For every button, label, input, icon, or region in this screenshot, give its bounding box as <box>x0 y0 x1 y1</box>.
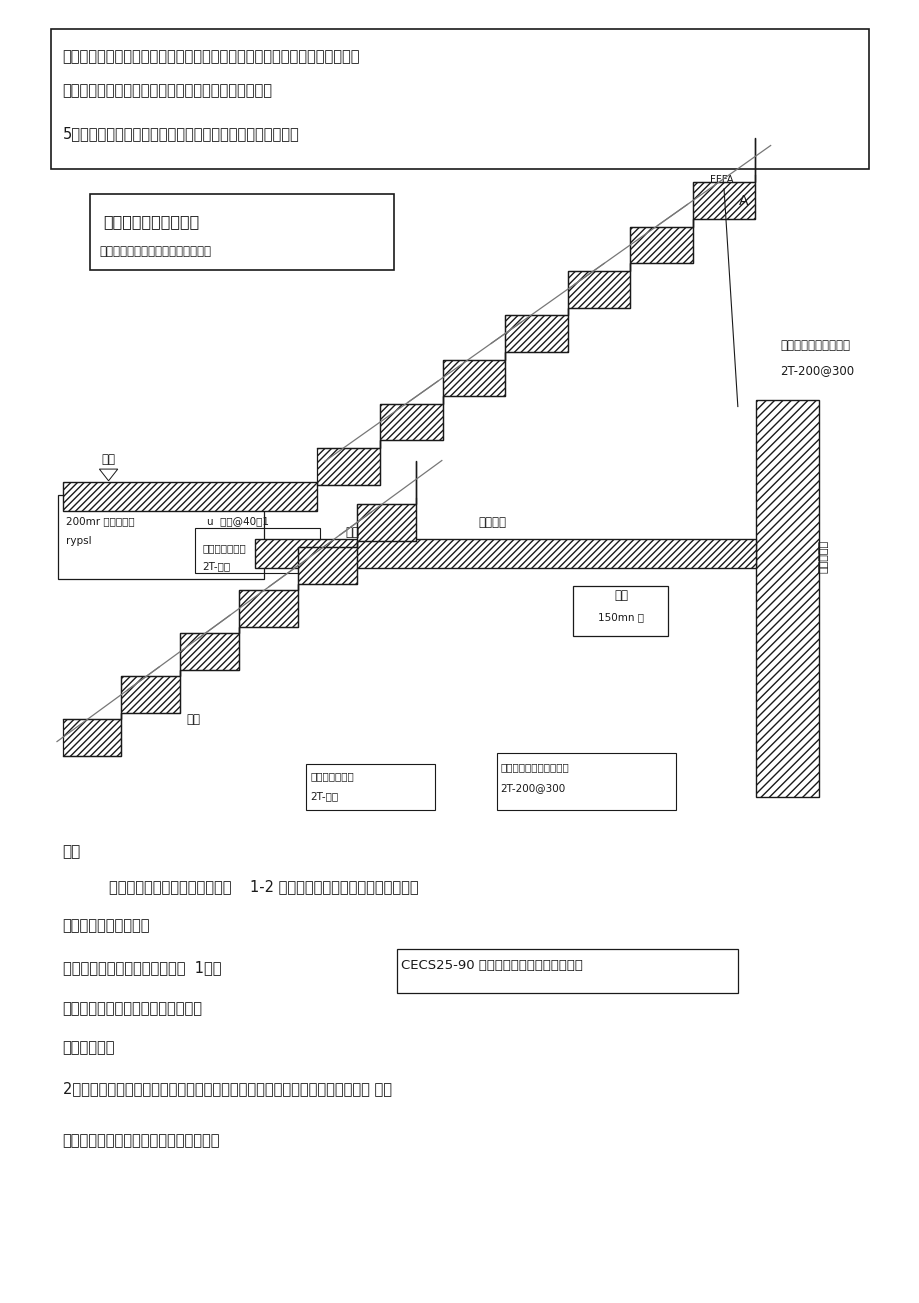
Bar <box>195 528 320 573</box>
Text: 楼梯剩面碳纤维加固图: 楼梯剩面碳纤维加固图 <box>103 214 199 229</box>
Text: 2T-200@300: 2T-200@300 <box>779 364 854 377</box>
Text: 碳纤维加固质量标准及注意事项  1）符: 碳纤维加固质量标准及注意事项 1）符 <box>62 960 221 976</box>
Text: u  形箍@40。1: u 形箍@40。1 <box>207 516 268 526</box>
Bar <box>51 29 868 169</box>
Text: 2T-梁宽: 2T-梁宽 <box>202 562 231 572</box>
Text: （东、西楼梯加固做法、位置相同）: （东、西楼梯加固做法、位置相同） <box>99 245 211 258</box>
Text: 品合格证，符合工程加固补强设计要求。: 品合格证，符合工程加固补强设计要求。 <box>62 1134 220 1149</box>
Text: 5）在最外一层碳纤维布的外表面，均匀涂抒一层粘贴胶料。: 5）在最外一层碳纤维布的外表面，均匀涂抒一层粘贴胶料。 <box>62 126 299 142</box>
Text: CECS25-90 的规定；进行验收下涂和上涂: CECS25-90 的规定；进行验收下涂和上涂 <box>401 959 583 972</box>
Text: 楼面: 楼面 <box>101 453 116 466</box>
Bar <box>58 495 264 579</box>
Text: 休息平台: 休息平台 <box>478 516 505 529</box>
Bar <box>397 949 737 993</box>
Bar <box>90 194 393 270</box>
Text: 2T-200@300: 2T-200@300 <box>500 783 565 794</box>
Text: rypsl: rypsl <box>66 536 92 546</box>
Text: 养护: 养护 <box>62 844 81 860</box>
Text: 不受外界干扰和碰撞。: 不受外界干扰和碰撞。 <box>62 919 150 934</box>
Text: 碳纤维片材满粘: 碳纤维片材满粘 <box>202 543 246 554</box>
Text: 2）所有进场材料，包括碳纤维材料和胶结材料，必须符合质量标准，并具有出 厂产: 2）所有进场材料，包括碳纤维材料和胶结材料，必须符合质量标准，并具有出 厂产 <box>62 1081 391 1097</box>
Text: 平台板底双向碳纤维加固: 平台板底双向碳纤维加固 <box>500 762 569 773</box>
Text: 合《混凝土加固技术规范》滸浸入碳: 合《混凝土加固技术规范》滸浸入碳 <box>62 1001 202 1016</box>
Text: 面，以去除气泡，使碳纤维布充分浸润胶料，多层粘贴应重复以上步骤，待纤: 面，以去除气泡，使碳纤维布充分浸润胶料，多层粘贴应重复以上步骤，待纤 <box>62 50 359 65</box>
Polygon shape <box>317 138 754 485</box>
Text: 压条: 压条 <box>613 589 628 602</box>
Text: 2T-梁宽: 2T-梁宽 <box>310 791 338 801</box>
Bar <box>755 400 818 797</box>
Bar <box>496 753 675 810</box>
Text: 粘贴碳纤维材料后，需自然养护    1-2 小时达到初期固化，应保证固化期间: 粘贴碳纤维材料后，需自然养护 1-2 小时达到初期固化，应保证固化期间 <box>108 880 418 895</box>
Text: 纤维束良好。: 纤维束良好。 <box>62 1040 115 1055</box>
Text: 150mn 宽: 150mn 宽 <box>597 612 643 623</box>
Bar <box>255 539 755 568</box>
Bar <box>62 482 317 511</box>
Text: 压条: 压条 <box>186 713 200 726</box>
Text: 200mr 宽碳纤维观: 200mr 宽碳纤维观 <box>66 516 135 526</box>
Text: 踏步底单向碳纤维加固: 踏步底单向碳纤维加固 <box>779 339 849 352</box>
Bar <box>306 764 435 810</box>
Text: 压条: 压条 <box>345 526 358 539</box>
Bar <box>573 586 667 636</box>
Text: A: A <box>739 194 748 208</box>
Text: 碳纤维片材满粘: 碳纤维片材满粘 <box>310 771 354 782</box>
Text: FFFA: FFFA <box>709 175 733 185</box>
Text: 楼梯间墙体: 楼梯间墙体 <box>818 539 827 573</box>
Polygon shape <box>62 461 415 756</box>
Text: 维表面指触感干燥为宜，方可进行下一层碳纤维粘贴。: 维表面指触感干燥为宜，方可进行下一层碳纤维粘贴。 <box>62 83 272 99</box>
